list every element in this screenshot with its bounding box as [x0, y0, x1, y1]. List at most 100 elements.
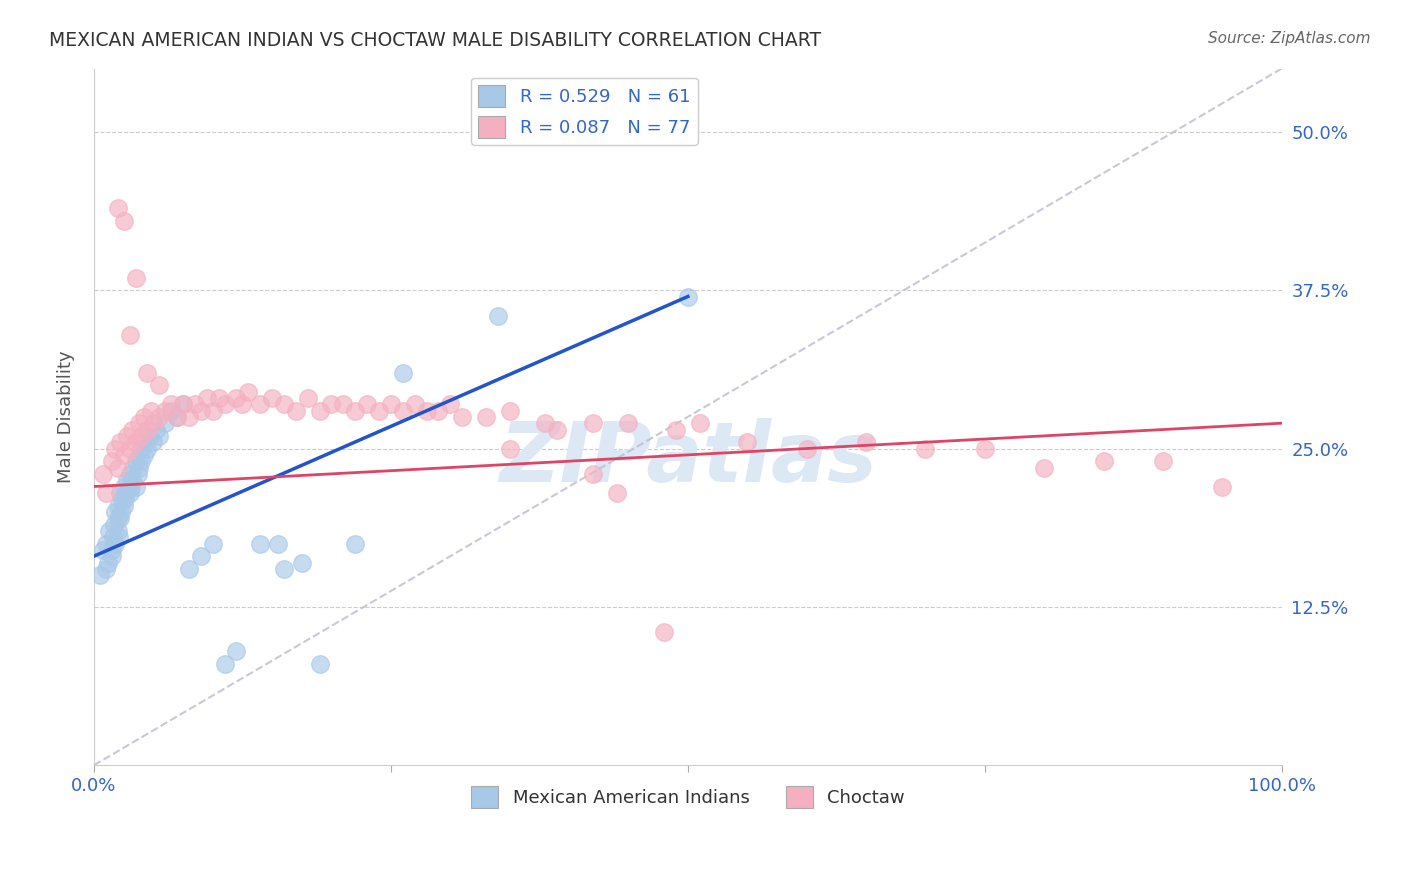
Point: [115, 429, 138, 443]
Point: [136, 366, 159, 380]
Point: [208, 391, 231, 405]
Point: [132, 409, 155, 424]
Point: [172, 397, 194, 411]
Point: [214, 657, 236, 671]
Point: [344, 536, 367, 550]
Point: [94, 486, 117, 500]
Point: [291, 556, 314, 570]
Point: [249, 397, 271, 411]
Point: [195, 391, 218, 405]
Point: [617, 416, 640, 430]
Text: ZIPatlas: ZIPatlas: [499, 418, 877, 500]
Point: [139, 429, 162, 443]
Point: [308, 657, 330, 671]
Point: [1033, 460, 1056, 475]
Point: [267, 536, 290, 550]
Point: [103, 517, 125, 532]
Point: [225, 391, 247, 405]
Point: [160, 397, 183, 411]
Point: [101, 530, 124, 544]
Point: [89, 568, 111, 582]
Point: [100, 549, 122, 564]
Point: [136, 442, 159, 456]
Point: [112, 499, 135, 513]
Point: [451, 409, 474, 424]
Point: [427, 403, 450, 417]
Point: [112, 213, 135, 227]
Point: [118, 486, 141, 500]
Point: [107, 499, 129, 513]
Point: [104, 505, 127, 519]
Point: [142, 435, 165, 450]
Point: [139, 403, 162, 417]
Point: [121, 423, 143, 437]
Point: [114, 492, 136, 507]
Point: [201, 403, 224, 417]
Point: [177, 562, 200, 576]
Point: [118, 442, 141, 456]
Point: [94, 536, 117, 550]
Point: [391, 403, 413, 417]
Point: [735, 435, 758, 450]
Point: [100, 454, 122, 468]
Point: [190, 403, 212, 417]
Point: [124, 454, 146, 468]
Point: [184, 397, 207, 411]
Point: [112, 479, 135, 493]
Point: [380, 397, 402, 411]
Point: [582, 416, 605, 430]
Point: [486, 309, 509, 323]
Point: [108, 435, 131, 450]
Point: [1152, 454, 1174, 468]
Point: [665, 423, 688, 437]
Point: [148, 429, 170, 443]
Point: [93, 542, 115, 557]
Point: [160, 403, 183, 417]
Point: [104, 536, 127, 550]
Point: [356, 397, 378, 411]
Point: [249, 536, 271, 550]
Point: [127, 467, 149, 481]
Point: [153, 403, 176, 417]
Point: [124, 270, 146, 285]
Point: [284, 403, 307, 417]
Point: [115, 486, 138, 500]
Point: [104, 442, 127, 456]
Point: [131, 454, 153, 468]
Point: [172, 397, 194, 411]
Point: [273, 397, 295, 411]
Point: [115, 473, 138, 487]
Point: [166, 409, 188, 424]
Point: [308, 403, 330, 417]
Point: [796, 442, 818, 456]
Point: [498, 442, 520, 456]
Point: [606, 486, 628, 500]
Point: [231, 397, 253, 411]
Point: [107, 524, 129, 538]
Point: [225, 644, 247, 658]
Point: [128, 416, 150, 430]
Point: [475, 409, 498, 424]
Point: [121, 473, 143, 487]
Point: [93, 467, 115, 481]
Point: [973, 442, 995, 456]
Point: [238, 384, 260, 399]
Point: [582, 467, 605, 481]
Point: [94, 562, 117, 576]
Point: [297, 391, 319, 405]
Point: [131, 429, 153, 443]
Point: [132, 448, 155, 462]
Point: [128, 460, 150, 475]
Point: [107, 511, 129, 525]
Point: [914, 442, 936, 456]
Point: [652, 625, 675, 640]
Point: [118, 327, 141, 342]
Point: [108, 530, 131, 544]
Point: [145, 423, 167, 437]
Point: [120, 479, 142, 493]
Point: [689, 416, 711, 430]
Point: [404, 397, 426, 411]
Point: [855, 435, 877, 450]
Point: [100, 542, 122, 557]
Point: [97, 556, 120, 570]
